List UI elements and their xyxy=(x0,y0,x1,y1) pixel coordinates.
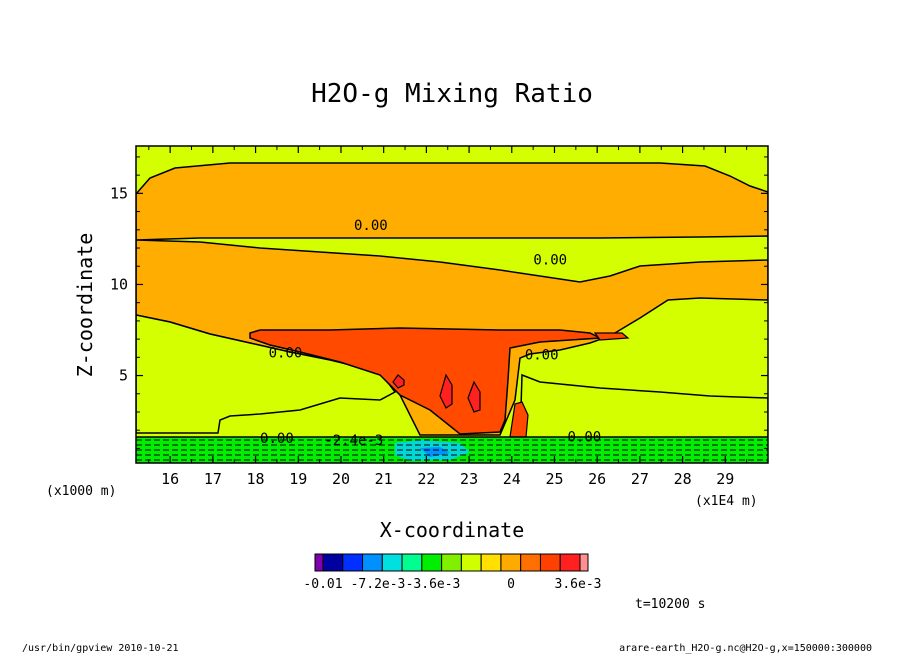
small-red-patch-right xyxy=(593,332,630,341)
x-tick-label: 27 xyxy=(631,470,649,488)
y-tick-label: 10 xyxy=(110,275,128,293)
contour-labels: 0.00 0.00 0.00 0.00 0.00 0.00 -2.4e-3 xyxy=(260,218,602,449)
x-tick-label: 26 xyxy=(588,470,606,488)
chart-title: H2O-g Mixing Ratio xyxy=(311,79,593,109)
x-tick-label: 18 xyxy=(247,470,265,488)
colorbar-label: 3.6e-3 xyxy=(555,577,602,592)
surface-dashed-contours xyxy=(136,439,768,461)
colorbar-swatch xyxy=(480,553,502,572)
lower-lime-region xyxy=(136,314,397,434)
colorbar-swatch xyxy=(520,553,541,572)
footer-left: /usr/bin/gpview 2010-10-21 xyxy=(22,643,179,654)
colorbar-swatch xyxy=(314,553,324,572)
x-tick-label: 17 xyxy=(204,470,222,488)
colorbar-label: -7.2e-3 xyxy=(351,577,406,592)
x-tick-label: 19 xyxy=(289,470,307,488)
colorbar-label: -3.6e-3 xyxy=(406,577,461,592)
colorbar-swatch xyxy=(322,553,344,572)
time-label: t=10200 s xyxy=(635,597,705,612)
red-column-4 xyxy=(509,401,529,438)
contour-label: 0.00 xyxy=(525,347,559,363)
x-tick-label: 29 xyxy=(716,470,734,488)
colorbar-swatch xyxy=(579,553,589,572)
contour-label: 0.00 xyxy=(269,346,303,362)
colorbar-swatch xyxy=(381,553,403,572)
colorbar-swatch xyxy=(559,553,581,572)
colorbar-swatch xyxy=(460,553,482,572)
plot-area: 0.00 0.00 0.00 0.00 0.00 0.00 -2.4e-3 xyxy=(136,146,768,463)
plot-frame xyxy=(135,145,769,464)
colorbar-swatch xyxy=(421,553,443,572)
colorbar-swatch xyxy=(362,553,383,572)
colorbar xyxy=(314,553,589,572)
y-axis-ticks: 5 10 15 xyxy=(110,156,768,449)
contour-label: 0.00 xyxy=(568,429,602,445)
y-unit-label: (x1000 m) xyxy=(46,484,116,499)
y-tick-label: 15 xyxy=(110,184,128,202)
footer-right: arare-earth_H2O-g.nc@H2O-g,x=150000:3000… xyxy=(619,643,872,654)
colorbar-swatch xyxy=(342,553,364,572)
colorbar-label: 0 xyxy=(507,577,515,592)
colorbar-swatch xyxy=(500,553,522,572)
x-tick-label: 21 xyxy=(375,470,393,488)
x-tick-label: 16 xyxy=(161,470,179,488)
colorbar-swatch xyxy=(441,553,462,572)
cloud-core-region xyxy=(249,327,603,435)
colorbar-swatch xyxy=(401,553,423,572)
red-column-1 xyxy=(392,374,405,389)
x-tick-label: 28 xyxy=(674,470,692,488)
red-column-3 xyxy=(467,380,481,413)
x-tick-label: 25 xyxy=(545,470,563,488)
colorbar-label: -0.01 xyxy=(303,577,342,592)
x-tick-label: 23 xyxy=(460,470,478,488)
x-unit-label: (x1E4 m) xyxy=(695,494,758,509)
y-tick-label: 5 xyxy=(119,367,128,385)
colorbar-swatch xyxy=(539,553,561,572)
contour-label: 0.00 xyxy=(533,253,567,269)
x-axis-label: X-coordinate xyxy=(380,518,525,542)
contour-label: 0.00 xyxy=(260,431,294,447)
contour-label: 0.00 xyxy=(354,218,388,234)
x-tick-label: 24 xyxy=(503,470,521,488)
red-column-2 xyxy=(439,373,453,409)
x-tick-label: 20 xyxy=(332,470,350,488)
mid-lime-band xyxy=(136,235,768,283)
y-axis-label: Z-coordinate xyxy=(73,233,97,378)
contour-label: -2.4e-3 xyxy=(324,433,383,449)
x-tick-label: 22 xyxy=(417,470,435,488)
x-axis-ticks: 16 17 18 19 20 21 22 23 24 25 26 27 28 29 xyxy=(148,146,748,488)
colorbar-labels: -0.01 -7.2e-3 -3.6e-3 0 3.6e-3 xyxy=(303,577,601,592)
